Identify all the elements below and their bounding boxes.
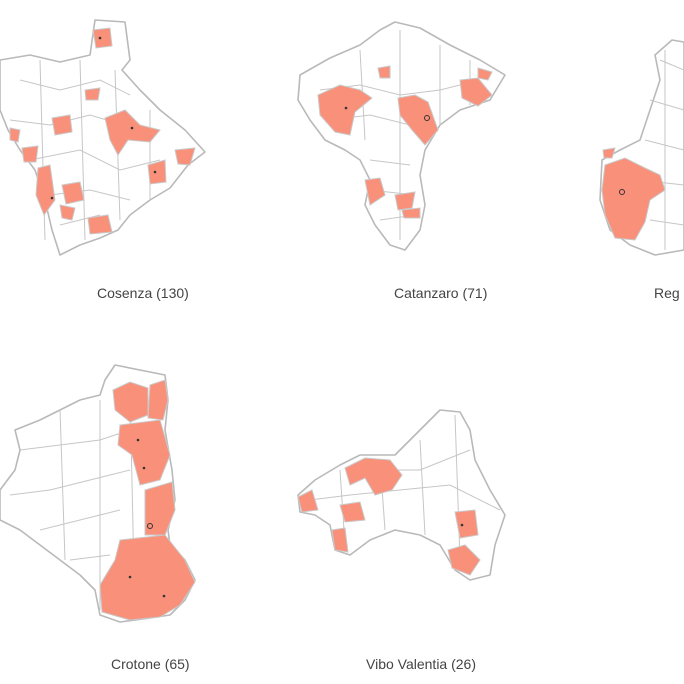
map-crotone <box>0 364 196 623</box>
map-label: Cosenza (130) <box>97 285 189 301</box>
map-catanzaro <box>297 21 506 251</box>
map-reggio <box>599 39 684 256</box>
map-label: Reg <box>654 285 680 301</box>
map-vibo <box>297 409 506 581</box>
map-label: Catanzaro (71) <box>394 285 488 301</box>
map-cosenza <box>0 19 206 256</box>
map-label: Crotone (65) <box>111 656 190 672</box>
map-label: Vibo Valentia (26) <box>366 656 476 672</box>
